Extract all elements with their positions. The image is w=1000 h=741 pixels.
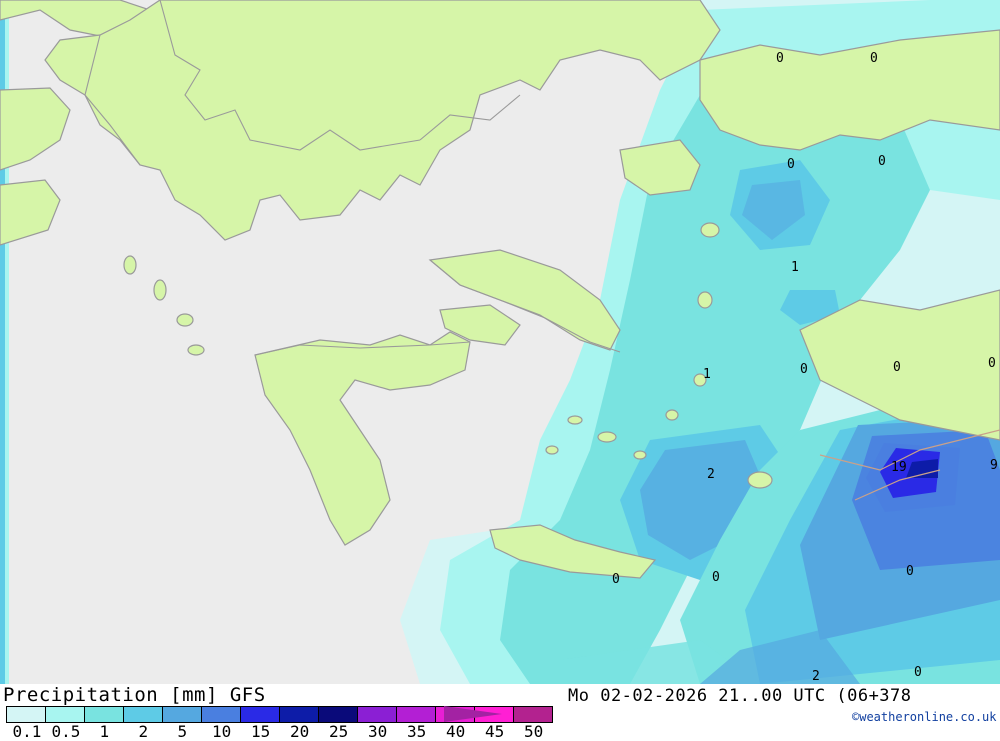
island-corfu — [123, 255, 137, 275]
island-amorgos — [633, 450, 647, 460]
map-footer: Precipitation [mm] GFS Mo 02-02-2026 21.… — [0, 684, 1000, 741]
colorbar-swatch-0.1[interactable] — [7, 707, 45, 722]
colorbar-swatch-30[interactable] — [357, 707, 396, 722]
precip-core-north-inner — [742, 180, 805, 240]
island-kefalonia — [176, 313, 194, 327]
colorbar-swatch-1[interactable] — [84, 707, 123, 722]
colorbar-tick-50: 50 — [524, 722, 544, 741]
colorbar-swatch-2[interactable] — [123, 707, 162, 722]
land-peloponnese — [254, 331, 471, 546]
colorbar-swatch-25[interactable] — [318, 707, 357, 722]
colorbar-tick-30: 30 — [368, 722, 388, 741]
copyright-notice: ©weatheronline.co.uk — [852, 710, 997, 724]
border-north — [159, 0, 421, 151]
colorbar-tick-45: 45 — [485, 722, 505, 741]
coastline-layer — [84, 0, 621, 356]
border-turkey-south — [819, 429, 1000, 471]
border-northeast — [419, 94, 521, 141]
precip-band-1-main — [500, 85, 930, 684]
precipitation-map[interactable]: 0 0 0 0 1 1 0 0 0 19 9 2 0 0 0 0 2 — [0, 0, 1000, 684]
island-lefkada — [153, 279, 167, 301]
island-chios — [697, 291, 713, 309]
land-turkey-north — [699, 29, 1000, 151]
precip-core-mid — [780, 290, 840, 325]
precip-band-2 — [0, 0, 5, 684]
land-balkans — [44, 0, 721, 241]
colorbar-tick-35: 35 — [407, 722, 427, 741]
colorbar-swatch-35[interactable] — [396, 707, 435, 722]
colorbar-swatch-10[interactable] — [201, 707, 240, 722]
legend-title: Precipitation [mm] GFS — [3, 684, 266, 706]
border-coast-segment — [854, 469, 941, 501]
colorbar-tick-labels: 0.1 0.5 1 2 5 10 15 20 25 30 35 40 45 50 — [0, 722, 560, 741]
colorbar-tick-0.5: 0.5 — [51, 722, 81, 741]
coast-corinth — [254, 341, 471, 356]
colorbar-tick-1: 1 — [99, 722, 110, 741]
island-kos — [665, 409, 679, 421]
colorbar-tick-5: 5 — [177, 722, 188, 741]
land-attica — [439, 304, 521, 346]
colorbar-swatch-5[interactable] — [162, 707, 201, 722]
island-zakynthos — [187, 344, 205, 356]
island-samos — [693, 373, 707, 387]
precip-core-south — [700, 630, 860, 684]
land-chalkidiki — [619, 139, 701, 196]
island-lesvos — [700, 222, 720, 238]
island-rhodes — [747, 471, 773, 489]
island-milos — [545, 445, 559, 455]
forecast-datetime: Mo 02-02-2026 21..00 UTC (06+378 — [568, 686, 912, 706]
colorbar-tick-40: 40 — [446, 722, 466, 741]
precip-band-1-south — [560, 640, 760, 684]
land-italy-heel — [0, 87, 71, 171]
land-crete — [489, 524, 657, 579]
border-albania — [84, 34, 141, 166]
land-italy-toe — [0, 179, 61, 246]
precip-band-20-core — [906, 459, 938, 478]
colorbar-tick-2: 2 — [138, 722, 149, 741]
colorbar-tick-0.1: 0.1 — [12, 722, 42, 741]
island-naxos — [597, 431, 617, 443]
map-canvas — [0, 0, 1000, 684]
colorbar-tick-20: 20 — [290, 722, 310, 741]
colorbar-tick-10: 10 — [212, 722, 232, 741]
coast-euboea — [429, 259, 621, 353]
national-border-layer — [819, 429, 1000, 501]
colorbar-swatch-20[interactable] — [279, 707, 318, 722]
colorbar-overflow-arrow — [444, 706, 502, 722]
colorbar-swatch-50[interactable] — [513, 707, 552, 722]
colorbar-swatch-15[interactable] — [240, 707, 279, 722]
island-paros — [567, 415, 583, 425]
colorbar-tick-25: 25 — [329, 722, 349, 741]
land-turkey-west — [799, 289, 1000, 441]
colorbar-swatch-0.5[interactable] — [45, 707, 84, 722]
land-layer — [0, 0, 1000, 579]
colorbar-tick-15: 15 — [251, 722, 271, 741]
